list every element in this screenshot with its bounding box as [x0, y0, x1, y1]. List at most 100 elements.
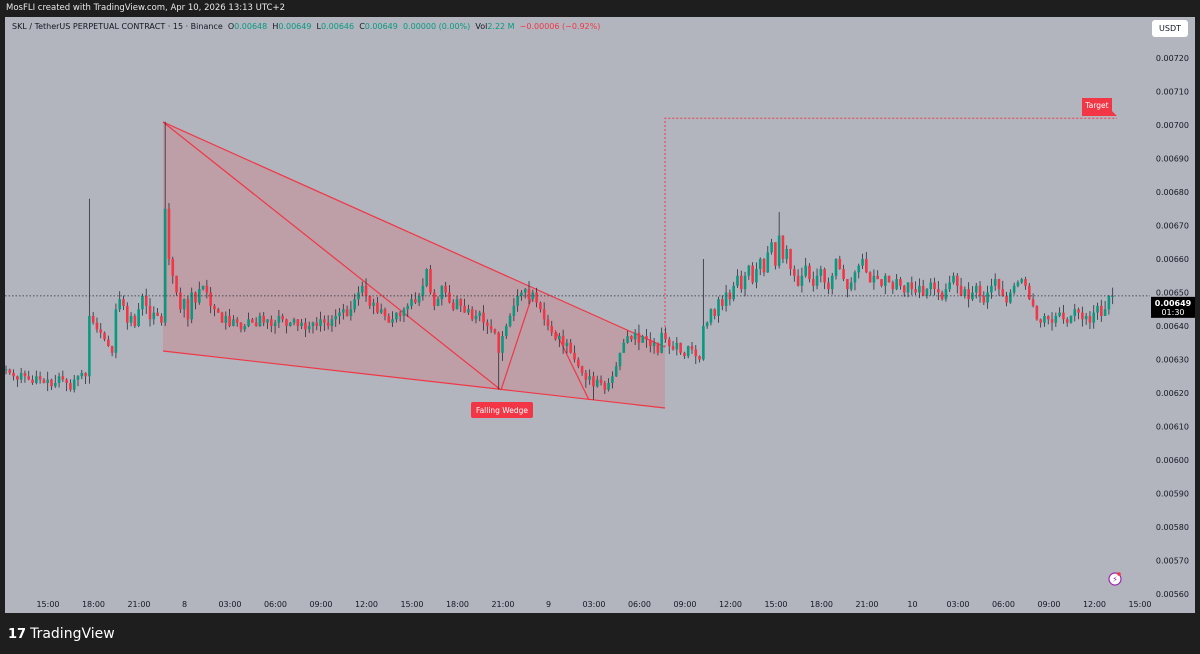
candle-down [239, 322, 243, 330]
time-tick-label: 12:00 [1083, 600, 1106, 609]
price-tick-label: 0.00710 [1156, 88, 1189, 97]
candle-down [865, 259, 868, 273]
candle-up [379, 309, 383, 313]
time-tick-label: 09:00 [309, 600, 332, 609]
time-tick-label: 03:00 [218, 600, 241, 609]
candle-down [539, 302, 542, 310]
candle-down [429, 269, 432, 293]
candle-down [876, 275, 879, 280]
time-tick-label: 18:00 [446, 600, 469, 609]
time-tick-label: 18:00 [810, 600, 833, 609]
candle-up [152, 312, 156, 320]
candle-down [550, 326, 554, 333]
candle-up [633, 332, 637, 340]
candle-down [762, 259, 766, 273]
candle-up [1111, 295, 1114, 297]
candle-down [31, 379, 34, 383]
wave-line [554, 329, 590, 401]
candle-down [16, 376, 19, 380]
candle-up [929, 282, 933, 290]
candle-up [425, 269, 428, 286]
lightning-alert-icon[interactable] [1108, 572, 1122, 586]
candle-up [830, 275, 834, 290]
candle-down [580, 366, 584, 373]
time-tick-label: 15:00 [36, 600, 59, 609]
candle-down [827, 282, 830, 290]
candle-up [114, 309, 118, 353]
time-tick-label: 03:00 [582, 600, 605, 609]
candle-up [925, 289, 929, 296]
candle-down [955, 275, 959, 286]
candle-up [501, 336, 504, 353]
time-tick-label: 03:00 [946, 600, 969, 609]
symbol-title[interactable]: SKL / TetherUS PERPETUAL CONTRACT · 15 ·… [12, 22, 223, 31]
candle-up [618, 352, 622, 367]
candle-down [315, 322, 319, 326]
candlestick-chart[interactable]: 0.00720 0.00710 0.00700 0.00690 0.00680 0.006… [5, 17, 1195, 613]
price-tick-label: 0.00640 [1156, 322, 1189, 331]
candle-up [717, 299, 720, 316]
low-value: 0.00646 [321, 22, 355, 31]
candle-up [1069, 315, 1073, 323]
candle-up [402, 309, 406, 316]
candle-up [1107, 295, 1111, 310]
candle-up [338, 312, 341, 316]
candle-down [793, 269, 796, 276]
candle-up [614, 366, 618, 377]
candle-up [360, 285, 364, 293]
candle-up [307, 326, 311, 330]
candle-up [883, 275, 887, 286]
candle-up [474, 315, 478, 320]
candle-down [345, 309, 349, 316]
candle-down [592, 376, 595, 387]
candle-up [1054, 315, 1058, 323]
candle-up [197, 289, 201, 303]
candle-down [186, 299, 190, 320]
candle-up [626, 336, 629, 343]
time-tick-label: 9 [546, 600, 551, 609]
falling-wedge-label-box [471, 402, 533, 418]
candle-down [368, 295, 372, 306]
candle-down [637, 332, 641, 343]
low-label: L [316, 22, 321, 31]
candle-down [1062, 312, 1065, 320]
time-tick-label: 18:00 [82, 600, 105, 609]
candle-down [1039, 319, 1042, 323]
candle-up [785, 248, 789, 259]
currency-unit-button[interactable]: USDT [1152, 20, 1188, 37]
candle-down [209, 292, 212, 306]
close-value: 0.00649 [364, 22, 398, 31]
candle-up [353, 299, 356, 310]
candle-down [978, 285, 982, 296]
price-tick-label: 0.00630 [1156, 356, 1189, 365]
candle-up [80, 372, 84, 377]
candle-up [5, 369, 8, 371]
candle-down [144, 295, 148, 306]
candle-down [933, 282, 936, 290]
price-tick-label: 0.00720 [1156, 54, 1189, 63]
candle-up [952, 275, 955, 283]
candle-up [1096, 305, 1099, 313]
candle-down [205, 285, 209, 293]
candle-down [376, 302, 379, 313]
time-tick-label: 06:00 [628, 600, 651, 609]
chart-pane[interactable]: 0.00720 0.00710 0.00700 0.00690 0.00680 0.006… [5, 17, 1195, 613]
candle-down [959, 285, 963, 296]
price-tick-label: 0.00570 [1156, 557, 1189, 566]
price-tick-label: 0.00580 [1156, 523, 1189, 532]
time-tick-label: 06:00 [264, 600, 287, 609]
candle-down [251, 319, 254, 323]
time-tick-label: 06:00 [992, 600, 1015, 609]
candle-down [527, 289, 531, 300]
candle-up [702, 326, 705, 360]
candle-up [512, 305, 516, 316]
candle-down [179, 292, 182, 310]
high-value: 0.00649 [278, 22, 312, 31]
candle-down [194, 292, 197, 303]
candle-up [1020, 279, 1024, 283]
candle-up [705, 322, 709, 326]
candle-down [38, 376, 42, 380]
candle-down [383, 309, 387, 316]
candle-up [1009, 292, 1012, 303]
candle-down [103, 332, 106, 340]
